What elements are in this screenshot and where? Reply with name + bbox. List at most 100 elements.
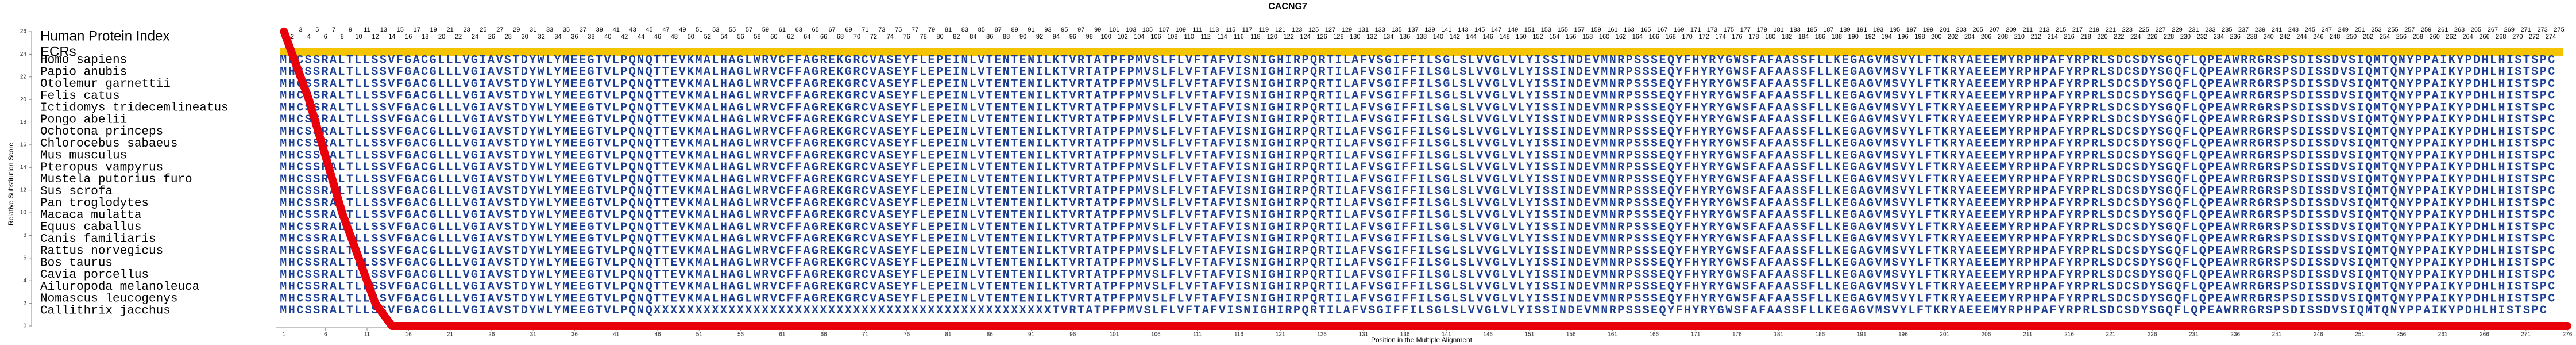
index-number: 227: [2155, 26, 2165, 33]
index-number: 67: [828, 26, 835, 33]
index-number: 226: [2147, 33, 2157, 40]
index-number: 94: [1053, 33, 1060, 40]
index-number: 135: [1391, 26, 1401, 33]
index-number: 154: [1549, 33, 1559, 40]
index-number: 146: [1482, 33, 1493, 40]
index-number: 189: [1840, 26, 1850, 33]
index-number: 149: [1508, 26, 1518, 33]
index-number: 268: [2496, 33, 2506, 40]
index-number: 36: [571, 33, 578, 40]
index-number: 35: [563, 26, 570, 33]
index-number: 175: [1724, 26, 1734, 33]
species-name: Pan troglodytes: [40, 197, 149, 210]
ecr-label: ECRs: [40, 44, 76, 59]
index-number: 160: [1599, 33, 1609, 40]
index-number: 66: [820, 33, 827, 40]
x-tick-label: 131: [1358, 332, 1368, 338]
species-name: Homo sapiens: [40, 54, 127, 67]
index-number: 46: [654, 33, 661, 40]
index-number: 143: [1458, 26, 1468, 33]
index-number: 83: [961, 26, 968, 33]
index-number: 85: [978, 26, 985, 33]
sequence: MHCSSRALTLLSSVFGACGLLLVGIAVSTDYWLYMEEGTV…: [280, 209, 2555, 222]
index-number: 258: [2413, 33, 2423, 40]
y-axis-title: Relative Substitution Score: [7, 143, 15, 225]
index-number: 228: [2164, 33, 2174, 40]
index-number: 273: [2537, 26, 2547, 33]
index-number: 239: [2255, 26, 2265, 33]
x-tick-label: 171: [1691, 332, 1701, 338]
index-number: 42: [621, 33, 628, 40]
index-number: 125: [1308, 26, 1319, 33]
index-number: 52: [704, 33, 711, 40]
index-label: Human Protein Index: [40, 28, 169, 44]
index-number: 116: [1234, 33, 1244, 40]
index-number: 156: [1566, 33, 1576, 40]
index-number: 109: [1176, 26, 1186, 33]
x-tick-label: 81: [945, 332, 952, 338]
y-tick-label: 2: [23, 300, 26, 306]
index-number: 6: [324, 33, 327, 40]
index-number: 134: [1383, 33, 1393, 40]
sequence: MHCSSRALTLLSSVFGACGLLLVGIAVSTDYWLYMEEGTV…: [280, 304, 2547, 317]
species-name: Mus musculus: [40, 150, 127, 163]
sequence: MHCSSRALTLLSSVFGACGLLLVGIAVSTDYWLYMEEGTV…: [280, 78, 2555, 91]
sequence: MHCSSRALTLLSSVFGACGLLLVGIAVSTDYWLYMEEGTV…: [280, 161, 2555, 174]
x-tick-label: 211: [2023, 332, 2032, 338]
index-number: 178: [1748, 33, 1759, 40]
index-number: 193: [1873, 26, 1883, 33]
index-number: 3: [299, 26, 302, 33]
x-tick-label: 181: [1774, 332, 1783, 338]
index-number: 95: [1061, 26, 1068, 33]
index-number: 265: [2471, 26, 2481, 33]
species-name: Ochotona princeps: [40, 125, 163, 139]
x-tick-label: 21: [447, 332, 454, 338]
index-number: 92: [1036, 33, 1043, 40]
index-number: 114: [1217, 33, 1227, 40]
index-number: 80: [936, 33, 943, 40]
index-number: 157: [1574, 26, 1584, 33]
index-number: 168: [1666, 33, 1676, 40]
index-number: 170: [1682, 33, 1692, 40]
x-tick-label: 1: [283, 332, 286, 338]
index-number: 164: [1632, 33, 1643, 40]
index-number: 251: [2354, 26, 2365, 33]
index-number: 167: [1657, 26, 1667, 33]
species-name: Rattus norvegicus: [40, 245, 163, 258]
index-number: 177: [1740, 26, 1751, 33]
sequence: MHCSSRALTLLSSVFGACGLLLVGIAVSTDYWLYMEEGTV…: [280, 90, 2555, 103]
index-number: 28: [505, 33, 512, 40]
index-number: 127: [1325, 26, 1335, 33]
index-number: 113: [1209, 26, 1219, 33]
index-number: 204: [1964, 33, 1975, 40]
x-tick-label: 26: [488, 332, 495, 338]
index-number: 106: [1150, 33, 1161, 40]
y-tick-label: 24: [20, 51, 27, 57]
index-number: 256: [2396, 33, 2407, 40]
index-number: 23: [463, 26, 470, 33]
x-tick-label: 106: [1151, 332, 1161, 338]
x-tick-label: 11: [364, 332, 370, 338]
index-number: 138: [1416, 33, 1427, 40]
index-number: 209: [2006, 26, 2016, 33]
index-number: 275: [2554, 26, 2564, 33]
x-tick-label: 71: [862, 332, 869, 338]
x-axis-title: Position in the Multiple Alignment: [1371, 336, 1473, 344]
sequence: MHCSSRALTLLSSVFGACGLLLVGIAVSTDYWLYMEEGTV…: [280, 185, 2555, 198]
x-tick-label: 111: [1193, 332, 1202, 338]
x-tick-label: 271: [2521, 332, 2531, 338]
index-number: 100: [1100, 33, 1111, 40]
index-number: 195: [1890, 26, 1900, 33]
index-number: 223: [2122, 26, 2133, 33]
index-number: 144: [1466, 33, 1477, 40]
index-number: 61: [779, 26, 786, 33]
y-tick-label: 12: [20, 187, 27, 193]
index-number: 224: [2130, 33, 2141, 40]
index-number: 58: [754, 33, 760, 40]
x-tick-label: 151: [1525, 332, 1535, 338]
index-number: 17: [414, 26, 420, 33]
index-number: 145: [1474, 26, 1485, 33]
index-number: 57: [746, 26, 752, 33]
index-number: 152: [1532, 33, 1543, 40]
index-number: 131: [1358, 26, 1369, 33]
